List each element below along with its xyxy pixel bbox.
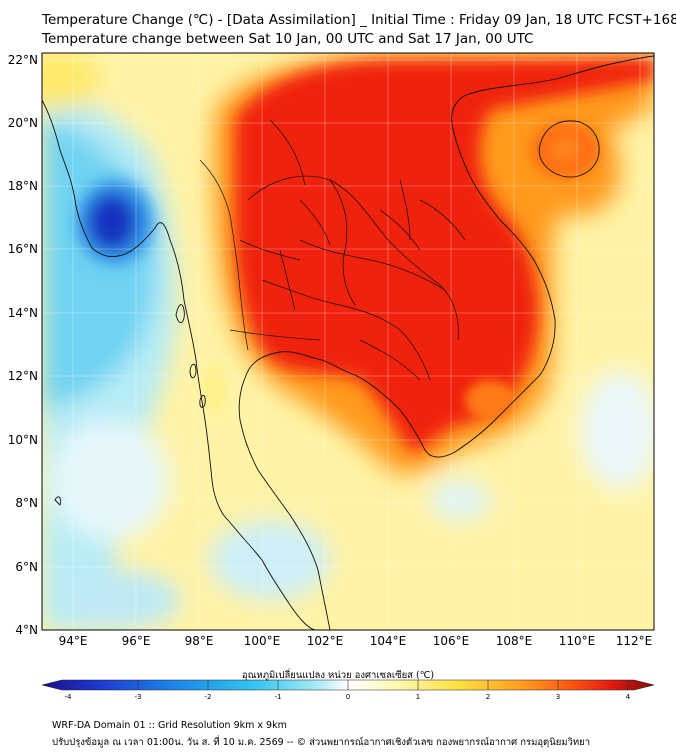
colorbar: -4 -3 -2 -1 0 1 2 3 4 [41,679,655,701]
colorbar-tick: -3 [135,693,142,701]
graticule [42,53,654,630]
lon-tick-label: 106°E [433,634,470,648]
lat-tick-label: 12°N [8,369,38,383]
lat-tick-label: 6°N [15,560,38,574]
lon-tick-label: 112°E [616,634,653,648]
political-borders [199,119,466,381]
colorbar-tick: 2 [486,693,490,701]
lon-tick-label: 110°E [559,634,596,648]
colorbar-tick: 4 [626,693,631,701]
latitude-axis: 22°N 20°N 18°N 16°N 14°N 12°N 10°N 8°N 6… [8,53,38,637]
map-frame [41,52,655,631]
lon-tick-label: 108°E [496,634,533,648]
lat-tick-label: 4°N [15,623,38,637]
colorbar-tick: -2 [205,693,212,701]
colorbar-tick: 0 [346,693,350,701]
colorbar-tick: -4 [65,693,73,701]
lon-tick-label: 104°E [370,634,407,648]
colorbar-tick: -1 [275,693,282,701]
footer-credit: ปรับปรุงข้อมูล ณ เวลา 01:00น. วัน ส. ที่… [52,737,591,748]
lat-tick-label: 14°N [8,306,38,320]
colorbar-tick: 3 [556,693,560,701]
longitude-axis: 94°E 96°E 98°E 100°E 102°E 104°E 106°E 1… [59,634,653,648]
temperature-field [42,53,654,630]
chart-subtitle: Temperature change between Sat 10 Jan, 0… [42,31,534,47]
lon-tick-label: 96°E [122,634,151,648]
lon-tick-label: 98°E [185,634,214,648]
colorbar-tick: 1 [416,693,420,701]
lat-tick-label: 10°N [8,433,38,447]
lat-tick-label: 18°N [8,179,38,193]
lon-tick-label: 100°E [244,634,281,648]
lon-tick-label: 102°E [307,634,344,648]
lon-tick-label: 94°E [59,634,88,648]
lat-tick-label: 8°N [15,496,38,510]
lat-tick-label: 22°N [8,53,38,67]
lat-tick-label: 20°N [8,116,38,130]
coastlines [42,55,654,630]
chart-title: Temperature Change (℃) - [Data Assimilat… [42,12,676,28]
lat-tick-label: 16°N [8,242,38,256]
colorbar-label: อุณหภูมิเปลี่ยนแปลง หน่วย องศาเซลเซียส (… [241,670,435,681]
footer-model-info: WRF-DA Domain 01 :: Grid Resolution 9km … [52,720,287,731]
